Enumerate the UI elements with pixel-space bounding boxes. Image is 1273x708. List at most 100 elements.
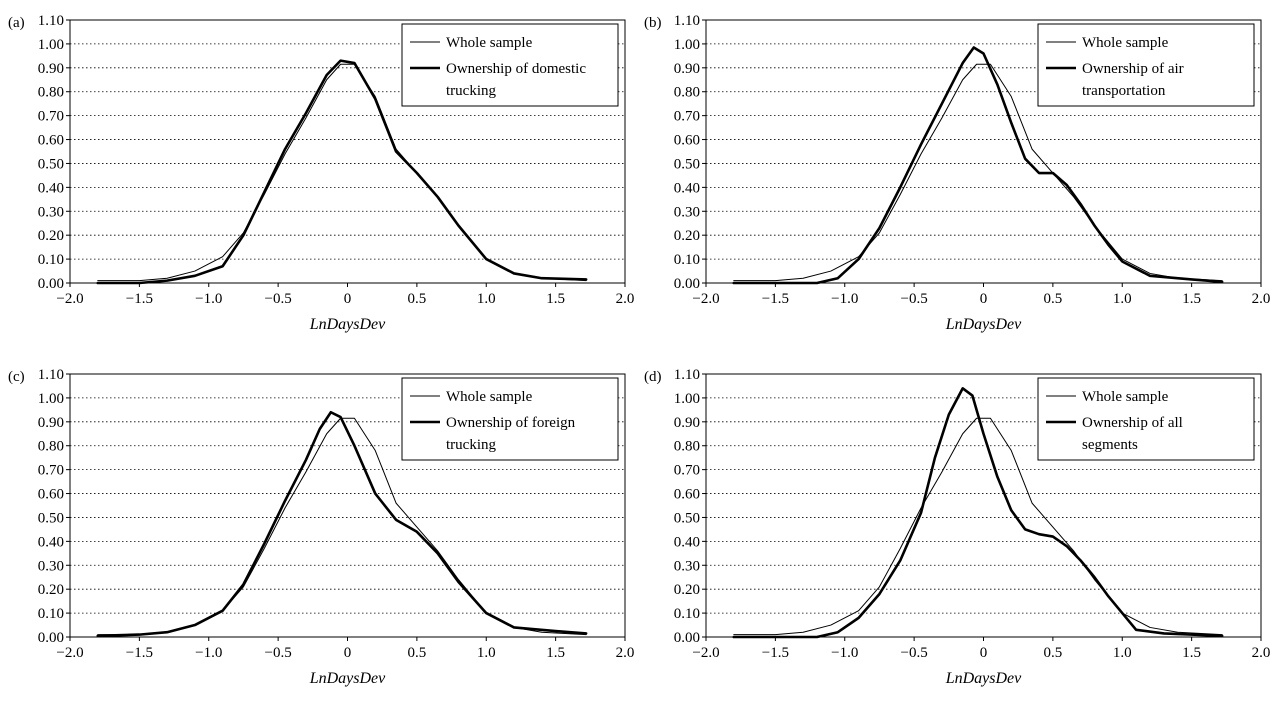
x-tick-label: −2.0 — [56, 645, 83, 661]
x-tick-label: 2.0 — [616, 291, 635, 307]
y-tick-label: 0.80 — [674, 439, 700, 455]
y-tick-label: 0.00 — [38, 276, 64, 292]
x-tick-label: 1.5 — [1182, 645, 1201, 661]
x-tick-label: 1.0 — [477, 291, 496, 307]
x-tick-label: −1.5 — [126, 291, 153, 307]
y-tick-label: 0.50 — [674, 510, 700, 526]
chart-svg: (c)0.000.100.200.300.400.500.600.700.800… — [8, 367, 634, 687]
x-tick-label: 1.5 — [546, 291, 565, 307]
panel-label: (c) — [8, 369, 25, 385]
chart-panel-1: (a) 0.00 0.10 0.20 0.30 0.40 0.50 0.60 0.70 0.80 0… — [0, 0, 636, 354]
legend-box — [401, 377, 619, 461]
y-tick-label: 0.70 — [674, 463, 700, 479]
x-tick-label: −2.0 — [692, 291, 719, 307]
legend-label-ownership-line1: Ownership of foreign — [446, 415, 576, 431]
series-line-whole-sample — [733, 63, 1223, 282]
legend: Whole sample Ownership of domestic truckin… — [401, 23, 619, 107]
y-tick-label: 0.10 — [38, 252, 64, 268]
x-tick-label: 0.5 — [1044, 291, 1063, 307]
y-tick-label: 1.00 — [38, 391, 64, 407]
y-tick-label: 0.70 — [38, 109, 64, 125]
x-axis-title: LnDaysDev — [309, 670, 386, 687]
y-tick-label: 0.40 — [38, 534, 64, 550]
legend: Whole sample Ownership of air transportati… — [1037, 23, 1255, 107]
series-line-ownership — [732, 46, 1224, 285]
x-tick-label: 0.5 — [408, 645, 427, 661]
y-tick-label: 0.40 — [674, 534, 700, 550]
x-tick-label: −1.0 — [831, 645, 858, 661]
y-tick-label: 0.10 — [674, 252, 700, 268]
y-tick-label: 1.10 — [674, 367, 700, 383]
x-tick-label: −0.5 — [901, 291, 928, 307]
y-tick-label: 0.40 — [38, 180, 64, 196]
legend-label-ownership-line2: segments — [1082, 437, 1138, 453]
y-tick-label: 0.90 — [38, 61, 64, 77]
legend: Whole sample Ownership of all segments — [1037, 377, 1255, 461]
x-tick-label: −0.5 — [901, 645, 928, 661]
legend-label-whole-sample: Whole sample — [446, 389, 533, 405]
y-tick-label: 0.60 — [38, 487, 64, 503]
y-tick-label: 0.80 — [38, 85, 64, 101]
y-tick-label: 0.10 — [38, 606, 64, 622]
x-tick-label: −1.5 — [762, 645, 789, 661]
y-tick-label: 0.60 — [674, 133, 700, 149]
legend-label-ownership-line1: Ownership of all — [1082, 415, 1183, 431]
y-tick-label: 0.50 — [38, 156, 64, 172]
x-tick-label: 1.0 — [477, 645, 496, 661]
chart-svg: (d)0.000.100.200.300.400.500.600.700.800… — [644, 367, 1271, 687]
y-tick-label: 1.00 — [38, 37, 64, 53]
y-tick-label: 0.80 — [38, 439, 64, 455]
x-tick-label: 0 — [980, 291, 988, 307]
y-tick-label: 0.50 — [38, 510, 64, 526]
x-tick-label: −1.0 — [831, 291, 858, 307]
y-tick-label: 0.20 — [674, 582, 700, 598]
legend-box — [1037, 377, 1255, 461]
legend-label-ownership-line1: Ownership of air — [1082, 61, 1184, 77]
series-line-ownership — [96, 410, 588, 638]
legend-label-ownership-line1: Ownership of domestic — [446, 61, 586, 77]
y-tick-label: 1.00 — [674, 391, 700, 407]
x-tick-label: −0.5 — [265, 645, 292, 661]
legend-label-whole-sample: Whole sample — [446, 35, 533, 51]
x-tick-label: 1.0 — [1113, 645, 1132, 661]
y-tick-label: 0.10 — [674, 606, 700, 622]
plot-frame — [69, 19, 626, 284]
chart-panel-3: (c) 0.00 0.10 0.20 0.30 0.40 0.50 0.60 0.70 0.80 0… — [0, 354, 636, 708]
legend-label-whole-sample: Whole sample — [1082, 35, 1169, 51]
x-tick-label: −1.0 — [195, 291, 222, 307]
y-tick-label: 0.80 — [674, 85, 700, 101]
y-tick-label: 0.90 — [674, 61, 700, 77]
y-tick-label: 1.10 — [38, 367, 64, 383]
plot-frame — [69, 373, 626, 638]
chart-svg: (a)0.000.100.200.300.400.500.600.700.800… — [8, 13, 635, 333]
x-tick-label: 1.0 — [1113, 291, 1132, 307]
panel-label: (d) — [644, 369, 662, 385]
legend-label-ownership-line2: transportation — [1082, 83, 1166, 99]
panel-label: (b) — [644, 15, 662, 31]
y-tick-label: 0.30 — [38, 204, 64, 220]
x-tick-label: 1.5 — [1182, 291, 1201, 307]
x-tick-label: 0.5 — [408, 291, 427, 307]
y-tick-label: 0.40 — [674, 180, 700, 196]
y-tick-label: 0.90 — [674, 415, 700, 431]
y-tick-label: 0.20 — [674, 228, 700, 244]
series-line-ownership — [732, 387, 1224, 639]
y-tick-label: 1.00 — [674, 37, 700, 53]
y-tick-label: 0.60 — [38, 133, 64, 149]
x-tick-label: −1.5 — [126, 645, 153, 661]
panel-label: (a) — [8, 15, 25, 31]
x-tick-label: −0.5 — [265, 291, 292, 307]
x-tick-label: 2.0 — [1252, 291, 1271, 307]
y-tick-label: 0.00 — [674, 630, 700, 646]
x-tick-label: 2.0 — [1252, 645, 1271, 661]
y-tick-label: 0.60 — [674, 487, 700, 503]
legend-label-ownership-line2: trucking — [446, 83, 496, 99]
series-line-ownership — [96, 59, 588, 285]
y-tick-label: 0.70 — [38, 463, 64, 479]
y-tick-label: 0.30 — [38, 558, 64, 574]
legend-box — [401, 23, 619, 107]
legend-label-ownership-line2: trucking — [446, 437, 496, 453]
legend-label-whole-sample: Whole sample — [1082, 389, 1169, 405]
x-tick-label: −2.0 — [56, 291, 83, 307]
y-tick-label: 0.00 — [38, 630, 64, 646]
